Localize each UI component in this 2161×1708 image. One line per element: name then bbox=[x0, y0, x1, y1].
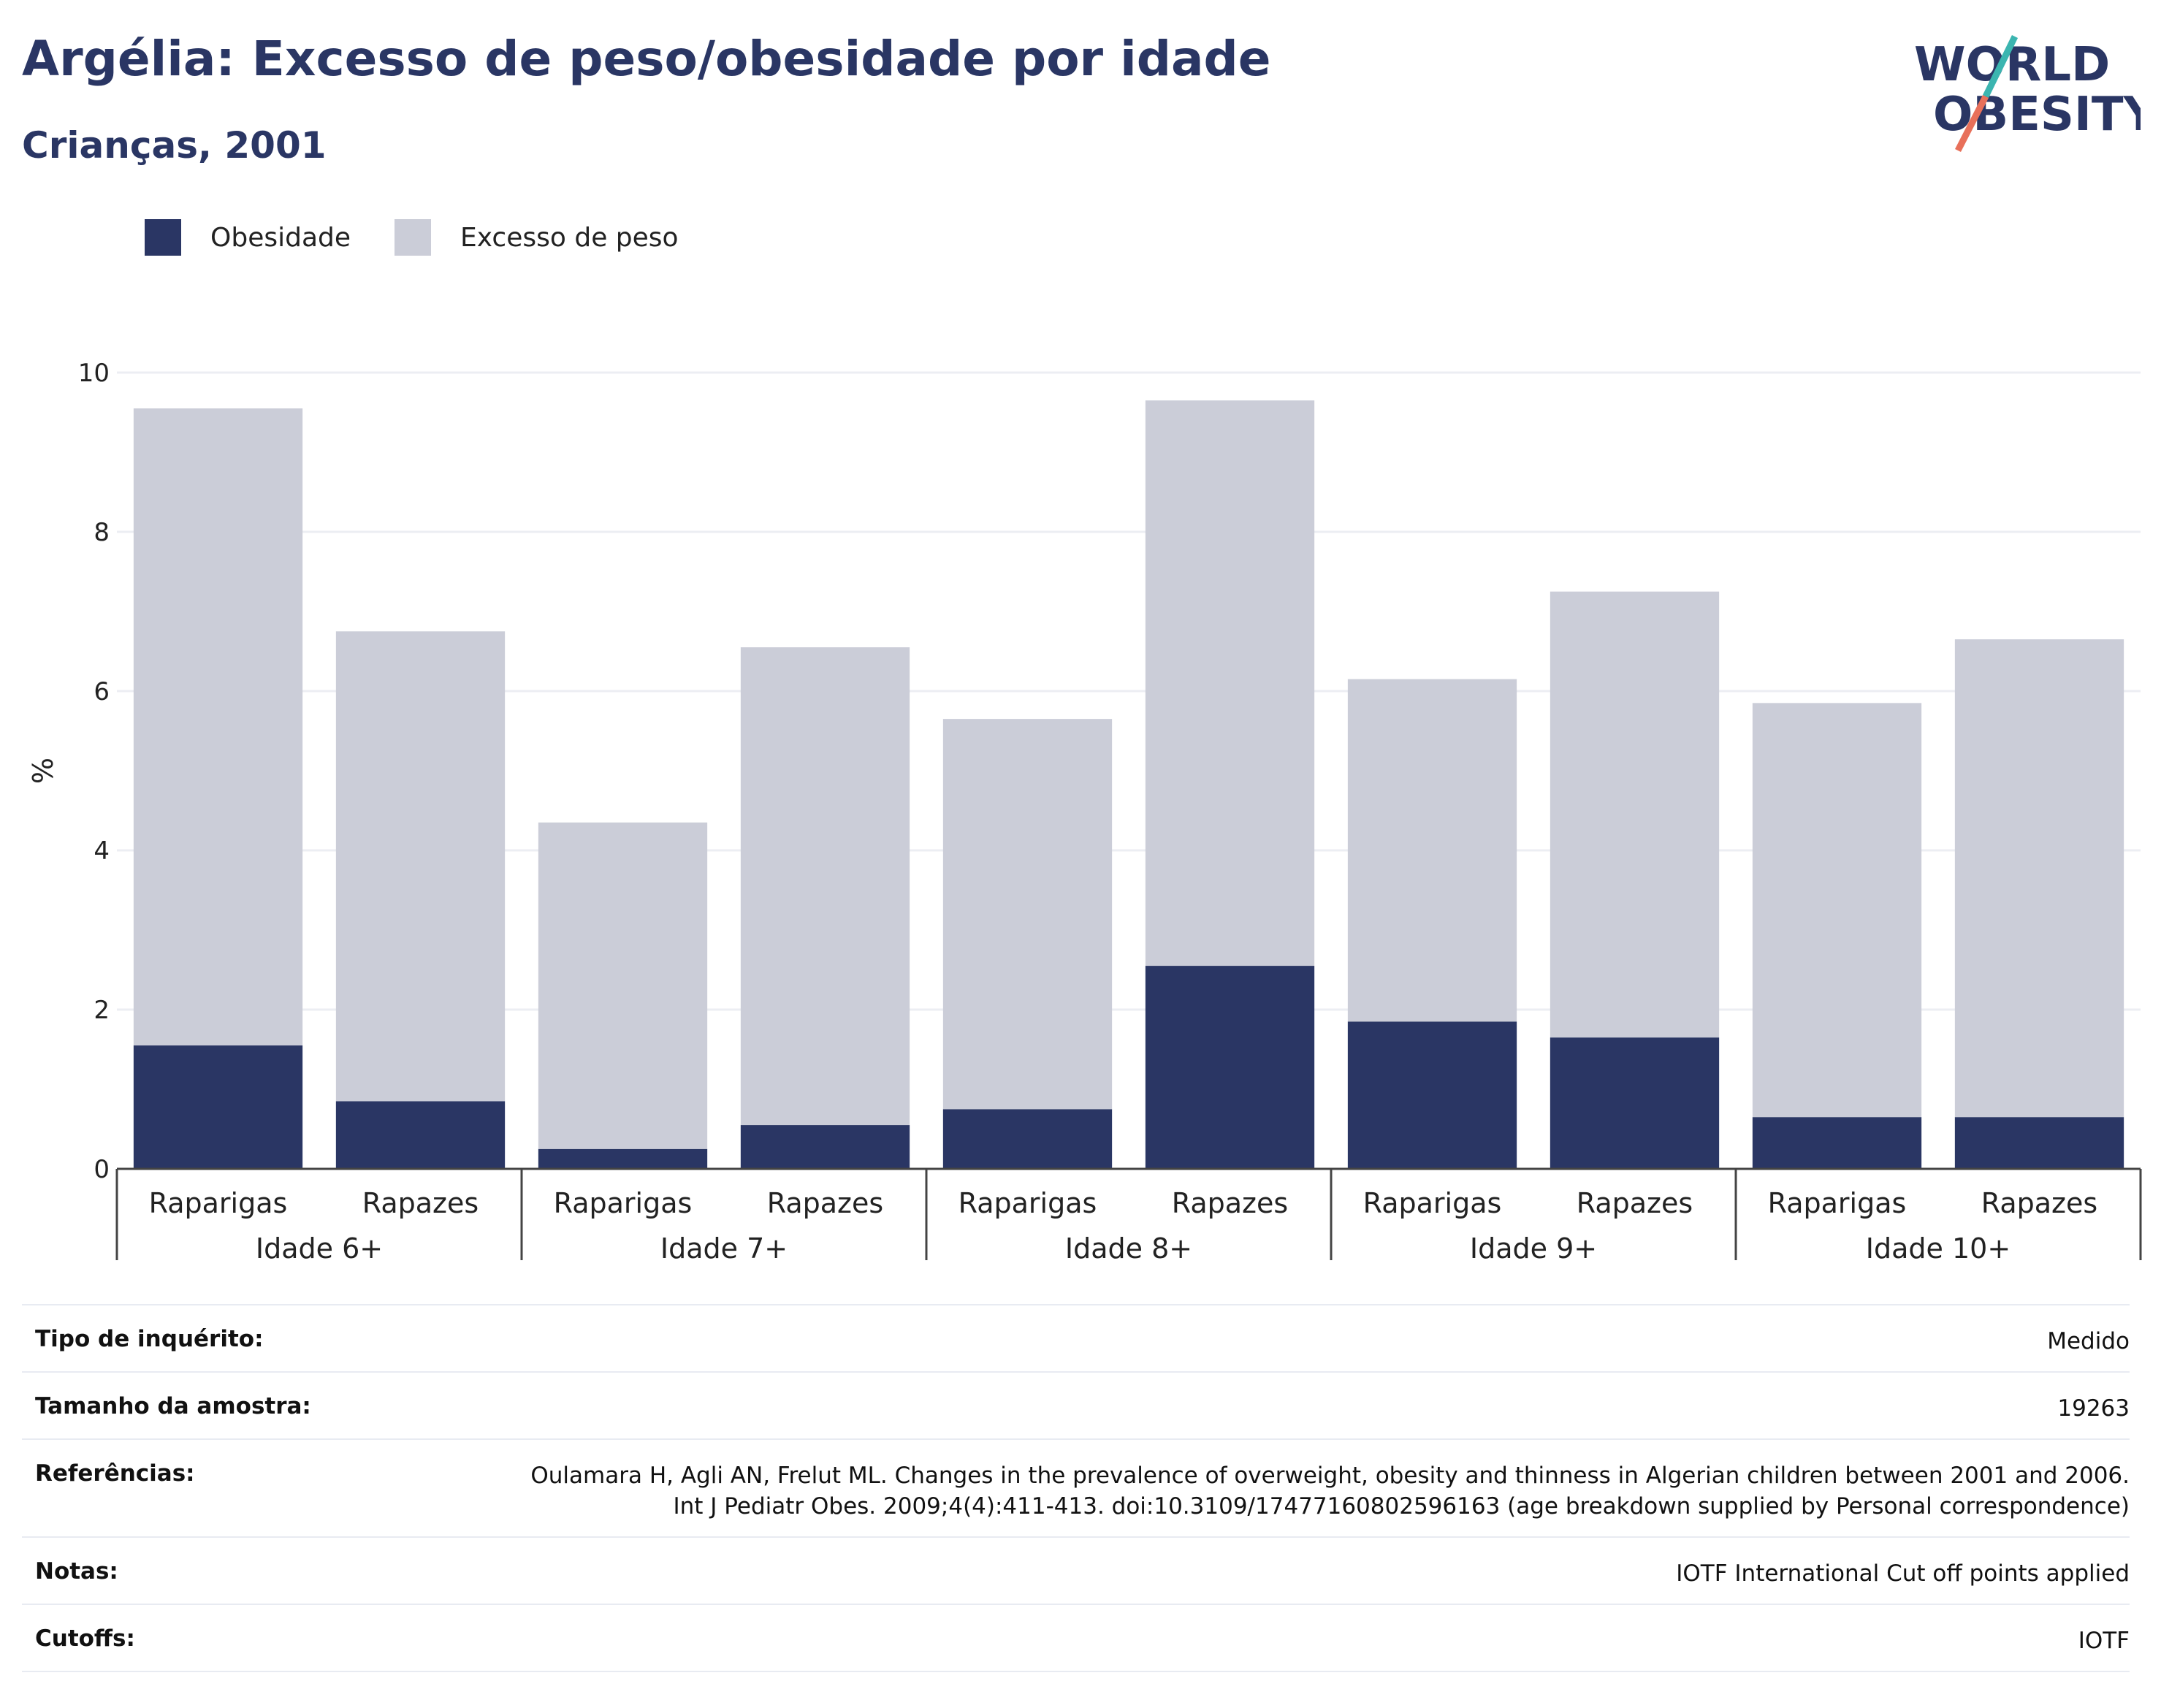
bar-excesso-de-peso bbox=[538, 822, 708, 1149]
bar-obesidade bbox=[133, 1045, 303, 1169]
x-tick-label: Raparigas bbox=[149, 1187, 288, 1219]
bar-obesidade bbox=[1954, 1117, 2124, 1169]
bar-excesso-de-peso bbox=[1145, 400, 1315, 967]
x-tick-label: Raparigas bbox=[554, 1187, 693, 1219]
world-obesity-logo: WORLD OBESITY bbox=[1914, 35, 2141, 153]
y-tick-label: 8 bbox=[94, 518, 110, 547]
meta-key: Cutoffs: bbox=[35, 1625, 135, 1652]
y-tick-label: 10 bbox=[78, 359, 110, 388]
y-tick-label: 0 bbox=[94, 1155, 110, 1184]
meta-row-sample-size: Tamanho da amostra: 19263 bbox=[22, 1371, 2130, 1438]
bar-excesso-de-peso bbox=[942, 719, 1113, 1110]
legend-label-obesidade: Obesidade bbox=[210, 222, 351, 253]
chart-subtitle: Crianças, 2001 bbox=[22, 124, 327, 167]
x-tick-label: Rapazes bbox=[1981, 1187, 2097, 1219]
group-label: Idade 10+ bbox=[1866, 1232, 2011, 1265]
legend-item-obesidade[interactable]: Obesidade bbox=[145, 219, 351, 256]
x-tick-label: Rapazes bbox=[362, 1187, 479, 1219]
bar-excesso-de-peso bbox=[133, 408, 303, 1046]
meta-value: Medido bbox=[2047, 1328, 2130, 1354]
meta-value: IOTF International Cut off points applie… bbox=[1676, 1560, 2130, 1587]
meta-key: Notas: bbox=[35, 1558, 118, 1585]
bar-excesso-de-peso bbox=[1347, 679, 1517, 1022]
meta-row-survey-type: Tipo de inquérito: Medido bbox=[22, 1304, 2130, 1371]
logo-slash-teal bbox=[1982, 35, 2019, 98]
x-tick-label: Rapazes bbox=[767, 1187, 883, 1219]
meta-row-references: Referências: Oulamara H, Agli AN, Frelut… bbox=[22, 1438, 2130, 1536]
y-tick-label: 4 bbox=[94, 836, 110, 866]
x-tick-label: Raparigas bbox=[1768, 1187, 1907, 1219]
metadata-table: Tipo de inquérito: Medido Tamanho da amo… bbox=[22, 1304, 2130, 1672]
y-axis-label: % bbox=[27, 758, 59, 784]
bar-excesso-de-peso bbox=[335, 631, 506, 1102]
legend-label-excesso-de-peso: Excesso de peso bbox=[460, 222, 679, 253]
meta-value: Oulamara H, Agli AN, Frelut ML. Changes … bbox=[530, 1463, 2130, 1520]
bar-excesso-de-peso bbox=[1752, 703, 1922, 1118]
legend: Obesidade Excesso de peso bbox=[145, 219, 723, 256]
bar-obesidade bbox=[1752, 1117, 1922, 1169]
meta-row-notes: Notas: IOTF International Cut off points… bbox=[22, 1536, 2130, 1604]
group-label: Idade 8+ bbox=[1065, 1232, 1192, 1265]
meta-key: Tipo de inquérito: bbox=[35, 1326, 264, 1352]
meta-key: Referências: bbox=[35, 1460, 195, 1487]
bar-obesidade bbox=[335, 1101, 506, 1169]
chart-title: Argélia: Excesso de peso/obesidade por i… bbox=[22, 31, 1271, 87]
bar-excesso-de-peso bbox=[740, 647, 910, 1126]
bar-obesidade bbox=[1347, 1021, 1517, 1169]
meta-value: IOTF bbox=[2078, 1628, 2130, 1654]
group-label: Idade 9+ bbox=[1470, 1232, 1597, 1265]
meta-value: 19263 bbox=[2057, 1395, 2130, 1422]
legend-item-excesso-de-peso[interactable]: Excesso de peso bbox=[395, 219, 679, 256]
logo-slash-coral bbox=[1954, 94, 1989, 153]
bar-obesidade bbox=[740, 1125, 910, 1169]
bar-obesidade bbox=[1550, 1037, 1720, 1169]
x-tick-label: Rapazes bbox=[1577, 1187, 1693, 1219]
meta-key: Tamanho da amostra: bbox=[35, 1393, 311, 1419]
bar-excesso-de-peso bbox=[1550, 591, 1720, 1038]
group-label: Idade 6+ bbox=[256, 1232, 383, 1265]
bar-obesidade bbox=[538, 1148, 708, 1169]
legend-swatch-excesso-de-peso bbox=[395, 219, 432, 256]
y-tick-label: 2 bbox=[94, 996, 110, 1025]
x-tick-label: Raparigas bbox=[958, 1187, 1097, 1219]
y-tick-label: 6 bbox=[94, 677, 110, 706]
stacked-bar-chart: 0 2 4 6 8 10% Raparigas Rapazes Raparigas Rapazes… bbox=[27, 359, 2142, 1265]
meta-row-cutoffs: Cutoffs: IOTF bbox=[22, 1604, 2130, 1672]
group-label: Idade 7+ bbox=[660, 1232, 788, 1265]
legend-swatch-obesidade bbox=[145, 219, 181, 256]
bar-obesidade bbox=[942, 1109, 1113, 1169]
bar-excesso-de-peso bbox=[1954, 639, 2124, 1118]
bar-obesidade bbox=[1145, 966, 1315, 1169]
x-tick-label: Rapazes bbox=[1172, 1187, 1288, 1219]
x-tick-label: Raparigas bbox=[1363, 1187, 1502, 1219]
